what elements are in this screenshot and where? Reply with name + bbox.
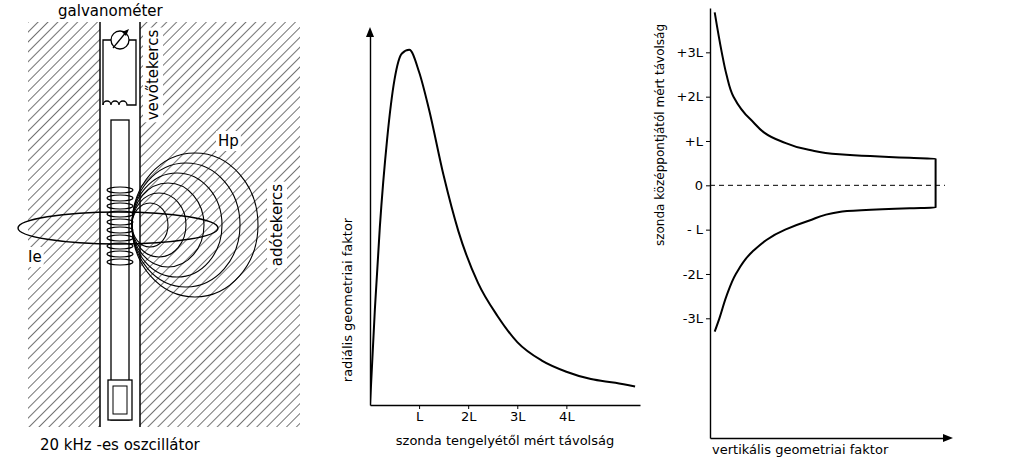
transmitter-coil-turn <box>107 259 133 265</box>
receiver-coil <box>103 101 128 105</box>
label-background <box>267 182 287 268</box>
tick-mark <box>706 97 710 98</box>
transmitter-coil-label-group: adótekercs <box>267 182 287 268</box>
transmitter-coil-turn <box>107 227 133 233</box>
tick: 4L <box>559 405 575 424</box>
receiver-coil-label: vevőtekercs <box>144 30 162 121</box>
axis-arrow <box>943 434 953 442</box>
chart: +3L +2L +L 0 - L -2L -3L vertikális geometriai … <box>653 9 953 458</box>
tick-label: 3L <box>510 409 526 424</box>
label-background <box>143 28 163 123</box>
tick-label: +L <box>685 134 704 149</box>
tick-mark <box>706 141 710 142</box>
y-axis-title: radiális geometriai faktor <box>340 217 355 382</box>
tick: 2L <box>461 405 477 424</box>
transmitter-coil-turn <box>107 251 133 257</box>
borehole-wall <box>139 22 141 427</box>
tick-mark <box>706 230 710 231</box>
oscillator-inner <box>113 386 127 414</box>
tick: 0 <box>695 178 710 193</box>
primary-field-line <box>132 153 258 297</box>
oscillator-label-group: 20 kHz -es oszcillátor <box>40 436 201 454</box>
zero-line <box>710 185 945 186</box>
label-background <box>216 131 241 151</box>
axis-arrow <box>366 27 374 37</box>
tick-label: 2L <box>461 409 477 424</box>
x-axis-title: szonda tengelyétől mért távolság <box>396 433 614 448</box>
tick-label: +3L <box>677 45 704 60</box>
tick: -2L <box>683 267 710 282</box>
tick-label: 4L <box>559 409 575 424</box>
transmitter-coil-turn <box>107 219 133 225</box>
oscillator-box <box>108 380 132 420</box>
plot-area <box>370 50 635 405</box>
y-axis-title: szonda középpontjától mért távolság <box>653 24 667 246</box>
borehole-wall <box>99 22 101 427</box>
y-axis: +3L +2L +L 0 - L -2L -3L <box>677 9 711 439</box>
tick-label: -2L <box>683 267 704 282</box>
primary-field-line <box>132 183 204 267</box>
galvanometer-label-group: galvanométer <box>58 2 164 20</box>
eddy-current-label-group: Ie <box>26 247 44 267</box>
tick-label: -3L <box>683 311 704 326</box>
primary-field-label: Hp <box>218 132 239 150</box>
x-axis-title: vertikális geometriai faktor <box>712 442 889 457</box>
oscillator-label: 20 kHz -es oszcillátor <box>40 436 201 454</box>
formation-right <box>140 22 300 427</box>
tick: +L <box>685 134 710 149</box>
formation-left <box>28 22 100 427</box>
tick-mark <box>706 318 710 319</box>
tick-label: L <box>416 409 424 424</box>
curve <box>715 12 936 331</box>
x-axis: L 2L 3L 4L <box>371 405 641 424</box>
label-background <box>26 247 44 267</box>
receiver-coil-label-group: vevőtekercs <box>143 28 163 123</box>
transmitter-coil-label: adótekercs <box>268 184 286 266</box>
y-axis <box>370 36 371 406</box>
primary-field-line <box>132 173 222 277</box>
figure: galvanométer vevőtekercs adótekercs Hp Ie 20 … <box>0 0 1013 461</box>
tick-mark <box>706 185 710 186</box>
tick: +2L <box>677 89 710 104</box>
primary-field-line <box>132 203 168 247</box>
transmitter-coil-turn <box>107 195 133 201</box>
tick: - L <box>687 222 710 237</box>
wire <box>103 40 136 105</box>
galvanometer-needle-head <box>122 29 129 36</box>
transmitter-coil-turn <box>107 235 133 241</box>
tick-label: +2L <box>677 89 704 104</box>
eddy-current-label: Ie <box>28 248 42 266</box>
tick: +3L <box>677 45 710 60</box>
diagram: galvanométer vevőtekercs adótekercs Hp Ie 20 … <box>18 2 300 454</box>
curve <box>370 50 635 405</box>
eddy-current-loop <box>18 212 218 244</box>
transmitter-coil-turn <box>107 187 133 193</box>
primary-field-line <box>132 193 186 257</box>
tick-label: - L <box>687 222 704 237</box>
probe-body <box>111 120 129 420</box>
tick-mark <box>706 274 710 275</box>
tick: 3L <box>510 405 526 424</box>
axis-line <box>370 36 371 406</box>
chart: L 2L 3L 4L szonda tengelyétől mért távolság r… <box>340 27 641 448</box>
tick: L <box>416 405 424 424</box>
transmitter-coil-turn <box>107 203 133 209</box>
primary-field-label-group: Hp <box>216 131 241 151</box>
tick: -3L <box>683 311 710 326</box>
tick-label: 0 <box>695 178 703 193</box>
tick-mark <box>706 52 710 53</box>
plot-area <box>715 12 936 331</box>
primary-field-line <box>132 163 240 287</box>
axis-line <box>710 9 711 439</box>
axis-line <box>371 405 641 406</box>
galvanometer-label: galvanométer <box>58 2 164 20</box>
x-axis <box>711 438 946 439</box>
axis-line <box>711 438 946 439</box>
